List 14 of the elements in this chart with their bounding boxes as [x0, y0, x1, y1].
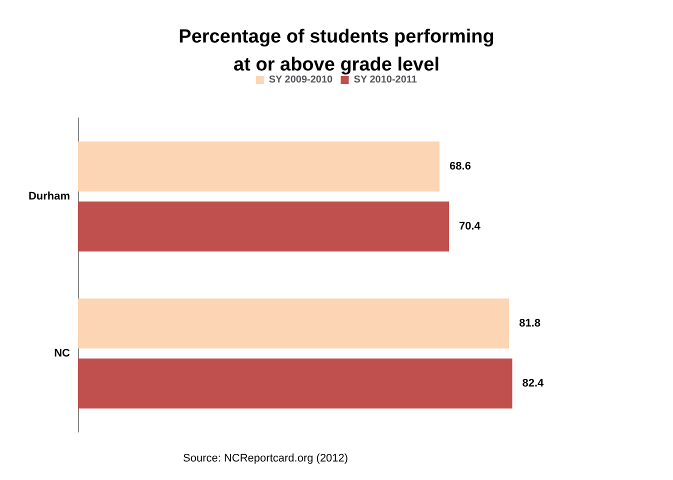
data-label: 68.6 — [450, 160, 471, 173]
bar — [78, 298, 510, 349]
y-tick-label: Durham — [28, 190, 70, 202]
bar — [78, 358, 512, 408]
data-label: 82.4 — [522, 377, 545, 390]
source-note: Source: NCReportcard.org (2012) — [183, 452, 348, 464]
data-label: 81.8 — [519, 318, 541, 330]
bar — [78, 201, 450, 252]
chart-title: Percentage of students performing at or above grade level — [178, 26, 494, 76]
data-label: 70.4 — [459, 220, 482, 232]
legend-label: SY 2010-2011 — [354, 74, 418, 86]
legend-label: SY 2009-2010 — [268, 74, 334, 86]
bar — [78, 142, 440, 192]
y-tick-label: NC — [54, 348, 70, 360]
